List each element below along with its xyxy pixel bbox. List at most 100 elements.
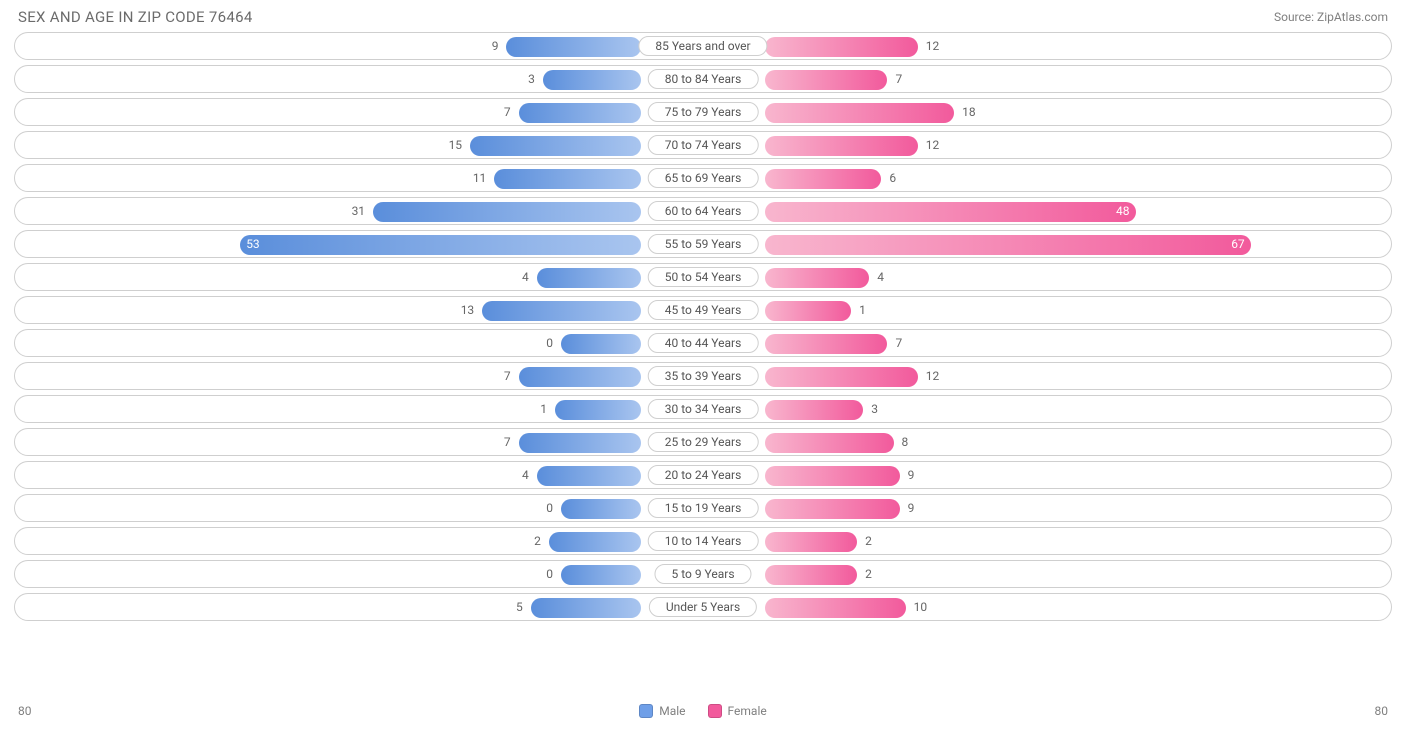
- chart-row: 75 to 79 Years 7 18: [14, 98, 1392, 126]
- chart-row: Under 5 Years510: [14, 593, 1392, 621]
- category-label: 70 to 74 Years: [648, 135, 759, 155]
- chart-row: 80 to 84 Years37: [14, 65, 1392, 93]
- female-bar: [765, 235, 1251, 255]
- chart-row: 35 to 39 Years712: [14, 362, 1392, 390]
- male-bar: [373, 202, 641, 222]
- chart-row: 30 to 34 Years13: [14, 395, 1392, 423]
- male-value: 3: [528, 72, 535, 86]
- chart-row: 25 to 29 Years 7 8: [14, 428, 1392, 456]
- legend-label-female: Female: [728, 704, 767, 718]
- female-bar: [765, 334, 887, 354]
- male-bar: [494, 169, 641, 189]
- female-bar: [765, 202, 1136, 222]
- male-bar: [561, 499, 641, 519]
- female-value: 3: [871, 402, 878, 416]
- female-bar: [765, 367, 918, 387]
- male-bar: [537, 268, 641, 288]
- category-label: 55 to 59 Years: [648, 234, 759, 254]
- category-label: 10 to 14 Years: [648, 531, 759, 551]
- category-label: 35 to 39 Years: [648, 366, 759, 386]
- male-bar: [561, 565, 641, 585]
- legend-swatch-male: [639, 704, 653, 718]
- category-label: 75 to 79 Years: [648, 102, 759, 122]
- category-label: 45 to 49 Years: [648, 300, 759, 320]
- chart-row: 10 to 14 Years 2 2: [14, 527, 1392, 555]
- male-value: 13: [461, 303, 475, 317]
- legend: Male Female: [639, 704, 767, 718]
- chart-row: 40 to 44 Years07: [14, 329, 1392, 357]
- female-value: 9: [908, 501, 915, 515]
- axis-left-label: 80: [18, 704, 32, 718]
- legend-item-female: Female: [708, 704, 767, 718]
- female-value: 12: [926, 138, 940, 152]
- female-bar: [765, 301, 851, 321]
- male-bar: [549, 532, 641, 552]
- female-bar: [765, 136, 918, 156]
- chart-row: 65 to 69 Years 11 6: [14, 164, 1392, 192]
- male-bar: [519, 367, 641, 387]
- female-value: 67: [1231, 237, 1245, 251]
- male-bar: [531, 598, 641, 618]
- axis-right-label: 80: [1374, 704, 1388, 718]
- female-bar: [765, 532, 857, 552]
- category-label: 60 to 64 Years: [648, 201, 759, 221]
- female-value: 2: [865, 534, 872, 548]
- male-value: 11: [473, 171, 487, 185]
- legend-label-male: Male: [659, 704, 685, 718]
- male-bar: [519, 433, 641, 453]
- female-bar: [765, 466, 900, 486]
- chart-title: SEX AND AGE IN ZIP CODE 76464: [18, 8, 253, 26]
- male-bar: [240, 235, 641, 255]
- category-label: 50 to 54 Years: [648, 267, 759, 287]
- female-bar: [765, 565, 857, 585]
- female-value: 7: [895, 72, 902, 86]
- female-value: 8: [902, 435, 909, 449]
- male-value: 0: [546, 501, 553, 515]
- chart-row: 50 to 54 Years 4 4: [14, 263, 1392, 291]
- male-value: 4: [522, 270, 529, 284]
- male-value: 15: [449, 138, 463, 152]
- chart-row: 85 Years and over 9 12: [14, 32, 1392, 60]
- chart-header: SEX AND AGE IN ZIP CODE 76464 Source: Zi…: [0, 0, 1406, 32]
- chart-source: Source: ZipAtlas.com: [1274, 10, 1388, 24]
- female-bar: [765, 499, 900, 519]
- legend-item-male: Male: [639, 704, 685, 718]
- category-label: 20 to 24 Years: [648, 465, 759, 485]
- male-bar: [555, 400, 641, 420]
- male-bar: [506, 37, 641, 57]
- category-label: 15 to 19 Years: [648, 498, 759, 518]
- category-label: 25 to 29 Years: [648, 432, 759, 452]
- category-label: 30 to 34 Years: [648, 399, 759, 419]
- chart-row: 70 to 74 Years 15 12: [14, 131, 1392, 159]
- chart-row: 45 to 49 Years 13 1: [14, 296, 1392, 324]
- female-value: 1: [859, 303, 866, 317]
- male-bar: [543, 70, 641, 90]
- male-value: 2: [534, 534, 541, 548]
- category-label: 5 to 9 Years: [654, 564, 751, 584]
- female-value: 48: [1116, 204, 1130, 218]
- female-bar: [765, 169, 881, 189]
- chart-row: 5 to 9 Years02: [14, 560, 1392, 588]
- category-label: 85 Years and over: [638, 36, 767, 56]
- female-value: 6: [889, 171, 896, 185]
- female-value: 4: [877, 270, 884, 284]
- category-label: 40 to 44 Years: [648, 333, 759, 353]
- male-bar: [482, 301, 641, 321]
- chart-row: 60 to 64 Years 31 48: [14, 197, 1392, 225]
- male-value: 31: [352, 204, 366, 218]
- male-value: 4: [522, 468, 529, 482]
- female-value: 12: [926, 369, 940, 383]
- female-value: 10: [914, 600, 928, 614]
- female-bar: [765, 103, 954, 123]
- female-value: 18: [962, 105, 976, 119]
- male-value: 9: [492, 39, 499, 53]
- male-value: 7: [504, 435, 511, 449]
- chart-row: 15 to 19 Years 0 9: [14, 494, 1392, 522]
- chart-row: 55 to 59 Years5367: [14, 230, 1392, 258]
- category-label: 65 to 69 Years: [648, 168, 759, 188]
- female-value: 12: [926, 39, 940, 53]
- male-bar: [470, 136, 641, 156]
- male-value: 7: [504, 105, 511, 119]
- female-bar: [765, 598, 906, 618]
- male-bar: [537, 466, 641, 486]
